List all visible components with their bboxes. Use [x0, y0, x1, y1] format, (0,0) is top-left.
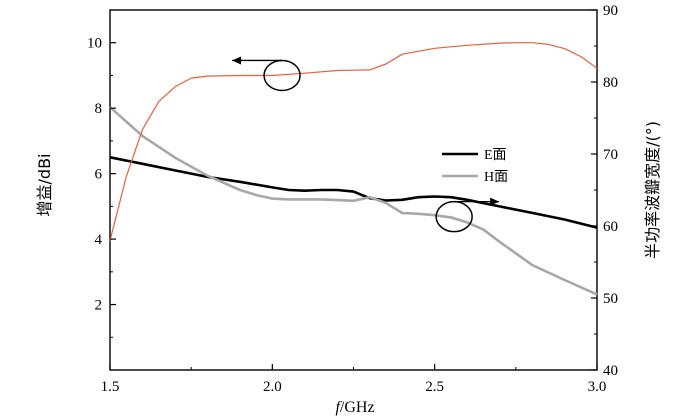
- plot-frame: [109, 9, 598, 371]
- x-tick-label: 3.0: [588, 379, 607, 395]
- y-axis-label-left: 增益/dBi: [35, 154, 54, 217]
- y-left-tick-label: 2: [95, 298, 103, 314]
- ticks-layer: 1.5 2.0 2.5 3.0 2 4 6 8 10 40 50 60 70 80 90: [87, 3, 618, 395]
- annotation-arrow-head: [232, 56, 242, 65]
- series-layer: [109, 42, 598, 296]
- x-axis-label-unit: /GHz: [340, 399, 375, 416]
- series-line-1: [109, 106, 598, 296]
- x-tick-label: 2.0: [263, 379, 282, 395]
- y-right-tick-label: 40: [603, 363, 618, 379]
- y-left-tick-label: 4: [95, 232, 103, 248]
- series-line-2: [109, 42, 598, 241]
- y-right-tick-label: 60: [603, 219, 618, 235]
- y-left-tick-label: 6: [95, 167, 103, 183]
- plot-border: [109, 9, 598, 371]
- x-tick-label: 2.5: [425, 379, 444, 395]
- y-axis-label-right: 半功率波瓣宽度/(°): [643, 121, 662, 259]
- x-tick-label: 1.5: [101, 379, 120, 395]
- y-left-tick-label: 10: [87, 36, 102, 52]
- annotations: [232, 56, 500, 233]
- legend-label-0: E面: [484, 148, 507, 163]
- annotation-arrow-head: [490, 197, 500, 206]
- y-right-tick-label: 80: [603, 75, 618, 91]
- y-right-tick-label: 70: [603, 147, 618, 163]
- legend: E面 H面: [442, 148, 508, 185]
- y-right-tick-label: 90: [603, 3, 618, 19]
- x-axis-label: f/GHz: [335, 399, 374, 416]
- legend-label-1: H面: [484, 170, 508, 185]
- series-line-0: [109, 156, 598, 229]
- y-right-tick-label: 50: [603, 291, 618, 307]
- x-axis-label-italic: f: [335, 399, 342, 416]
- y-left-tick-label: 8: [95, 101, 103, 117]
